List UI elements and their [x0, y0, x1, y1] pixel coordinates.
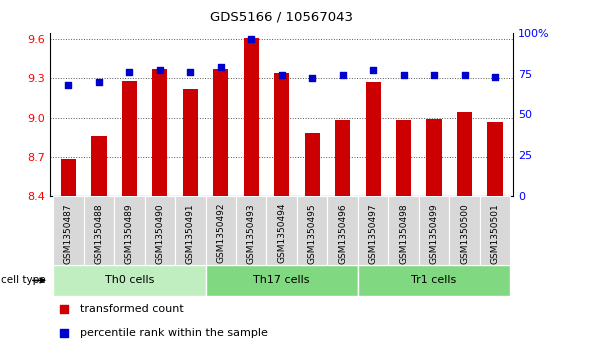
Point [460, 72, 469, 78]
Bar [205, 265, 358, 296]
Bar [358, 196, 388, 265]
Bar [297, 196, 327, 265]
Bar [366, 82, 381, 196]
Text: GSM1350498: GSM1350498 [399, 203, 408, 264]
Text: GSM1350487: GSM1350487 [64, 203, 73, 264]
Text: percentile rank within the sample: percentile rank within the sample [80, 328, 268, 338]
Text: GSM1350491: GSM1350491 [186, 203, 195, 264]
Text: GSM1350500: GSM1350500 [460, 203, 469, 264]
Bar [274, 73, 289, 196]
Text: Tr1 cells: Tr1 cells [411, 276, 457, 285]
Point [490, 74, 500, 79]
Bar [358, 265, 510, 296]
Bar [388, 196, 419, 265]
Text: Th0 cells: Th0 cells [104, 276, 154, 285]
Bar [267, 196, 297, 265]
Bar [213, 69, 228, 196]
Point [399, 72, 408, 78]
Text: GSM1350496: GSM1350496 [338, 203, 347, 264]
Bar [152, 69, 168, 196]
Bar [236, 196, 267, 265]
Text: GSM1350493: GSM1350493 [247, 203, 255, 264]
Point [94, 79, 104, 85]
Text: GSM1350492: GSM1350492 [217, 203, 225, 264]
Bar [327, 196, 358, 265]
Bar [114, 196, 145, 265]
Point [186, 69, 195, 75]
Bar [145, 196, 175, 265]
Text: cell type: cell type [1, 276, 45, 285]
Text: GSM1350495: GSM1350495 [308, 203, 317, 264]
Point [60, 330, 69, 335]
Text: Th17 cells: Th17 cells [254, 276, 310, 285]
Point [64, 82, 73, 88]
Point [430, 72, 439, 78]
Point [60, 306, 69, 312]
Text: GSM1350490: GSM1350490 [155, 203, 165, 264]
Text: GSM1350499: GSM1350499 [430, 203, 438, 264]
Text: GSM1350488: GSM1350488 [94, 203, 103, 264]
Point [368, 68, 378, 73]
Bar [480, 196, 510, 265]
Point [338, 72, 348, 78]
Bar [450, 196, 480, 265]
Bar [61, 159, 76, 196]
Bar [396, 120, 411, 196]
Bar [419, 196, 450, 265]
Bar [205, 196, 236, 265]
Point [307, 76, 317, 81]
Bar [457, 113, 472, 196]
Text: GSM1350489: GSM1350489 [125, 203, 134, 264]
Text: GSM1350501: GSM1350501 [490, 203, 500, 264]
Bar [304, 133, 320, 196]
Bar [84, 196, 114, 265]
Text: transformed count: transformed count [80, 304, 184, 314]
Text: GSM1350497: GSM1350497 [369, 203, 378, 264]
Point [277, 72, 286, 78]
Point [247, 36, 256, 42]
Text: GDS5166 / 10567043: GDS5166 / 10567043 [210, 11, 353, 24]
Bar [335, 120, 350, 196]
Point [216, 64, 225, 70]
Bar [427, 119, 442, 196]
Bar [175, 196, 205, 265]
Bar [53, 265, 205, 296]
Bar [244, 38, 259, 196]
Bar [183, 89, 198, 196]
Bar [487, 122, 503, 196]
Bar [53, 196, 84, 265]
Bar [122, 81, 137, 196]
Point [155, 68, 165, 73]
Point [124, 69, 134, 75]
Text: GSM1350494: GSM1350494 [277, 203, 286, 264]
Bar [91, 136, 107, 196]
